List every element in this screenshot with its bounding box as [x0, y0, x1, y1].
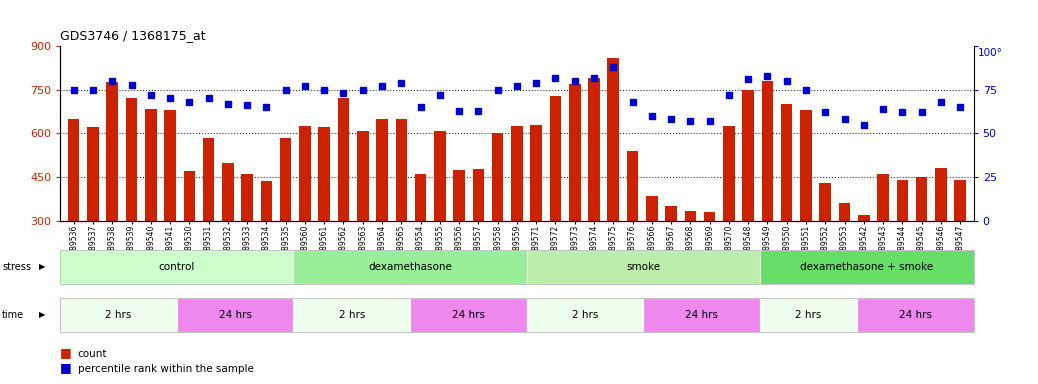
Bar	[145, 109, 157, 221]
Text: ▶: ▶	[39, 262, 46, 271]
Text: percentile rank within the sample: percentile rank within the sample	[78, 364, 253, 374]
Bar	[395, 119, 407, 221]
Text: GDS3746 / 1368175_at: GDS3746 / 1368175_at	[60, 29, 206, 42]
Text: 2 hrs: 2 hrs	[105, 310, 132, 320]
Text: 24 hrs: 24 hrs	[899, 310, 932, 320]
Bar	[646, 196, 658, 221]
Text: ■: ■	[60, 361, 72, 374]
Text: 24 hrs: 24 hrs	[219, 310, 251, 320]
Bar	[202, 138, 215, 221]
Bar	[376, 119, 388, 221]
Bar	[492, 132, 503, 221]
Bar	[819, 183, 831, 221]
Bar	[454, 170, 465, 221]
Bar	[742, 90, 754, 221]
Text: 2 hrs: 2 hrs	[338, 310, 365, 320]
Bar	[897, 180, 908, 221]
Bar	[665, 206, 677, 221]
Bar	[319, 127, 330, 221]
Bar	[954, 180, 966, 221]
Bar	[126, 98, 137, 221]
Bar	[569, 84, 580, 221]
Bar	[627, 151, 638, 221]
Text: 24 hrs: 24 hrs	[452, 310, 485, 320]
Bar	[935, 169, 947, 221]
Bar	[762, 81, 773, 221]
Bar	[916, 177, 927, 221]
Bar	[357, 131, 368, 221]
Bar	[261, 182, 272, 221]
Bar	[781, 104, 792, 221]
Bar	[222, 162, 234, 221]
Bar	[434, 131, 445, 221]
Bar	[164, 110, 175, 221]
Text: smoke: smoke	[626, 262, 660, 272]
Bar	[242, 174, 253, 221]
Bar	[530, 125, 542, 221]
Bar	[607, 58, 619, 221]
Text: ■: ■	[60, 346, 72, 359]
Bar	[299, 126, 310, 221]
Text: 100°: 100°	[978, 48, 1003, 58]
Bar	[877, 174, 889, 221]
Text: control: control	[159, 262, 195, 272]
Bar	[858, 215, 870, 221]
Text: 2 hrs: 2 hrs	[795, 310, 822, 320]
Bar	[67, 119, 80, 221]
Bar	[415, 174, 427, 221]
Text: 2 hrs: 2 hrs	[572, 310, 598, 320]
Bar	[800, 110, 812, 221]
Bar	[723, 126, 735, 221]
Text: dexamethasone: dexamethasone	[368, 262, 452, 272]
Bar	[685, 210, 696, 221]
Bar	[87, 127, 99, 221]
Text: time: time	[2, 310, 24, 320]
Text: stress: stress	[2, 262, 31, 272]
Text: ▶: ▶	[39, 310, 46, 319]
Bar	[280, 138, 292, 221]
Bar	[511, 126, 523, 221]
Bar	[337, 98, 349, 221]
Text: count: count	[78, 349, 107, 359]
Bar	[550, 96, 562, 221]
Bar	[589, 78, 600, 221]
Text: dexamethasone + smoke: dexamethasone + smoke	[800, 262, 933, 272]
Bar	[704, 212, 715, 221]
Bar	[472, 169, 484, 221]
Bar	[839, 204, 850, 221]
Bar	[107, 83, 118, 221]
Text: 24 hrs: 24 hrs	[685, 310, 718, 320]
Bar	[184, 171, 195, 221]
